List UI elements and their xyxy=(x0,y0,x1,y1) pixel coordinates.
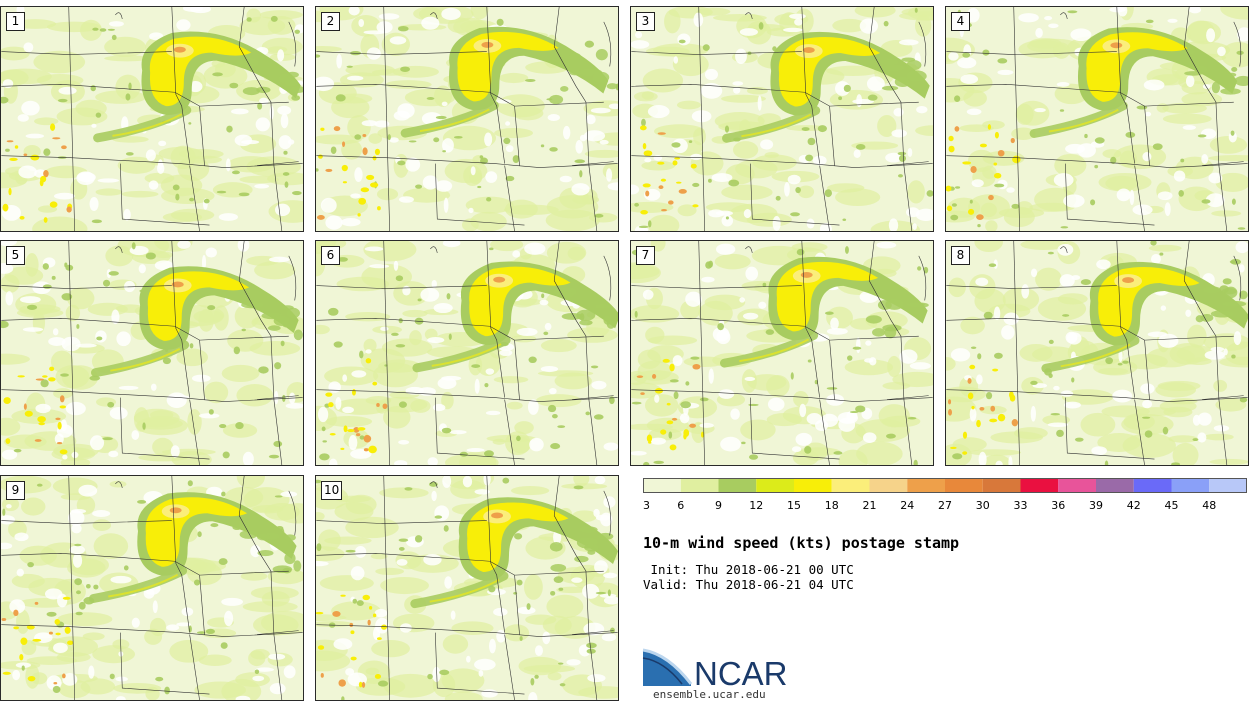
colorbar-segment xyxy=(680,478,719,493)
panel-member-label: 7 xyxy=(636,246,655,265)
colorbar-tick-label: 15 xyxy=(787,499,801,512)
panel-map xyxy=(1,241,303,465)
init-time: Init: Thu 2018-06-21 00 UTC xyxy=(643,562,854,577)
state-borders xyxy=(1,241,303,465)
ncar-logo-mark xyxy=(642,648,693,686)
panel-map xyxy=(946,7,1248,231)
colorbar-tick-label: 6 xyxy=(677,499,684,512)
colorbar-segment xyxy=(1096,478,1134,493)
panel-map xyxy=(1,476,303,700)
postage-stamp-panel: 6 xyxy=(315,240,619,466)
logo-url: ensemble.ucar.edu xyxy=(653,688,766,701)
wind-field xyxy=(1,7,303,231)
wind-field xyxy=(631,241,933,465)
state-borders xyxy=(946,7,1248,231)
colorbar-tick-label: 3 xyxy=(643,499,650,512)
panel-member-label: 6 xyxy=(321,246,340,265)
plot-title: 10-m wind speed (kts) postage stamp xyxy=(643,534,960,552)
colorbar-segment xyxy=(831,478,870,493)
panel-member-label: 3 xyxy=(636,12,655,31)
panel-map xyxy=(316,476,618,700)
colorbar-tick-label: 36 xyxy=(1051,499,1065,512)
ncar-logo: NCAR xyxy=(642,648,788,690)
panel-member-label: 4 xyxy=(951,12,970,31)
colorbar-segment xyxy=(945,478,983,493)
colorbar-tick-label: 45 xyxy=(1165,499,1179,512)
state-borders xyxy=(1,476,303,700)
state-borders xyxy=(631,7,933,231)
colorbar-segment xyxy=(982,478,1021,493)
state-borders xyxy=(1,7,303,231)
colorbar-segment xyxy=(643,478,681,493)
panel-map xyxy=(631,7,933,231)
colorbar-tick-label: 39 xyxy=(1089,499,1103,512)
postage-stamp-panel: 5 xyxy=(0,240,304,466)
colorbar-segment xyxy=(1058,478,1096,493)
colorbar-segment xyxy=(869,478,908,493)
panel-member-label: 2 xyxy=(321,12,340,31)
wind-field xyxy=(946,7,1248,231)
ncar-logo-text: NCAR xyxy=(694,655,788,690)
postage-stamp-panel: 3 xyxy=(630,6,934,232)
wind-field xyxy=(316,7,618,231)
wind-field xyxy=(631,7,933,231)
wind-field xyxy=(1,241,303,465)
colorbar-tick-label: 30 xyxy=(976,499,990,512)
colorbar-tick-label: 24 xyxy=(900,499,914,512)
postage-stamp-panel: 9 xyxy=(0,475,304,701)
colorbar-segment xyxy=(1209,478,1247,493)
state-borders xyxy=(316,7,618,231)
panel-map xyxy=(316,241,618,465)
colorbar-segment xyxy=(907,478,945,493)
colorbar-tick-label: 12 xyxy=(749,499,763,512)
panel-map xyxy=(946,241,1248,465)
colorbar-tick-label: 33 xyxy=(1014,499,1028,512)
postage-stamp-panel: 2 xyxy=(315,6,619,232)
postage-stamp-panel: 7 xyxy=(630,240,934,466)
panel-member-label: 9 xyxy=(6,481,25,500)
postage-stamp-panel: 1 xyxy=(0,6,304,232)
colorbar-segment xyxy=(756,478,794,493)
colorbar-tick-label: 27 xyxy=(938,499,952,512)
colorbar-tick-label: 21 xyxy=(863,499,877,512)
colorbar-tick-label: 42 xyxy=(1127,499,1141,512)
valid-time: Valid: Thu 2018-06-21 04 UTC xyxy=(643,577,854,592)
wind-speed-colorbar: 3 6 9 12 15 18 21 24 27 30 33 36 39 42 45 48 xyxy=(643,478,1247,512)
panel-map xyxy=(631,241,933,465)
panel-map xyxy=(316,7,618,231)
colorbar-tick-label: 48 xyxy=(1202,499,1216,512)
panel-map xyxy=(1,7,303,231)
state-borders xyxy=(316,476,618,700)
wind-field xyxy=(316,476,618,700)
colorbar-segment xyxy=(1171,478,1210,493)
colorbar-tick-label: 18 xyxy=(825,499,839,512)
panel-member-label: 1 xyxy=(6,12,25,31)
colorbar-segment xyxy=(718,478,757,493)
panel-member-label: 10 xyxy=(321,481,343,500)
wind-field xyxy=(946,241,1248,465)
postage-stamp-panel: 8 xyxy=(945,240,1249,466)
state-borders xyxy=(631,241,933,465)
state-borders xyxy=(316,241,618,465)
colorbar-segment xyxy=(794,478,832,493)
colorbar-tick-label: 9 xyxy=(715,499,722,512)
postage-stamp-panel: 10 xyxy=(315,475,619,701)
wind-field xyxy=(316,241,618,465)
panel-member-label: 8 xyxy=(951,246,970,265)
colorbar-segment xyxy=(1020,478,1059,493)
postage-stamp-panel: 4 xyxy=(945,6,1249,232)
panel-member-label: 5 xyxy=(6,246,25,265)
state-borders xyxy=(946,241,1248,465)
colorbar-segment xyxy=(1133,478,1172,493)
wind-field xyxy=(1,476,303,700)
